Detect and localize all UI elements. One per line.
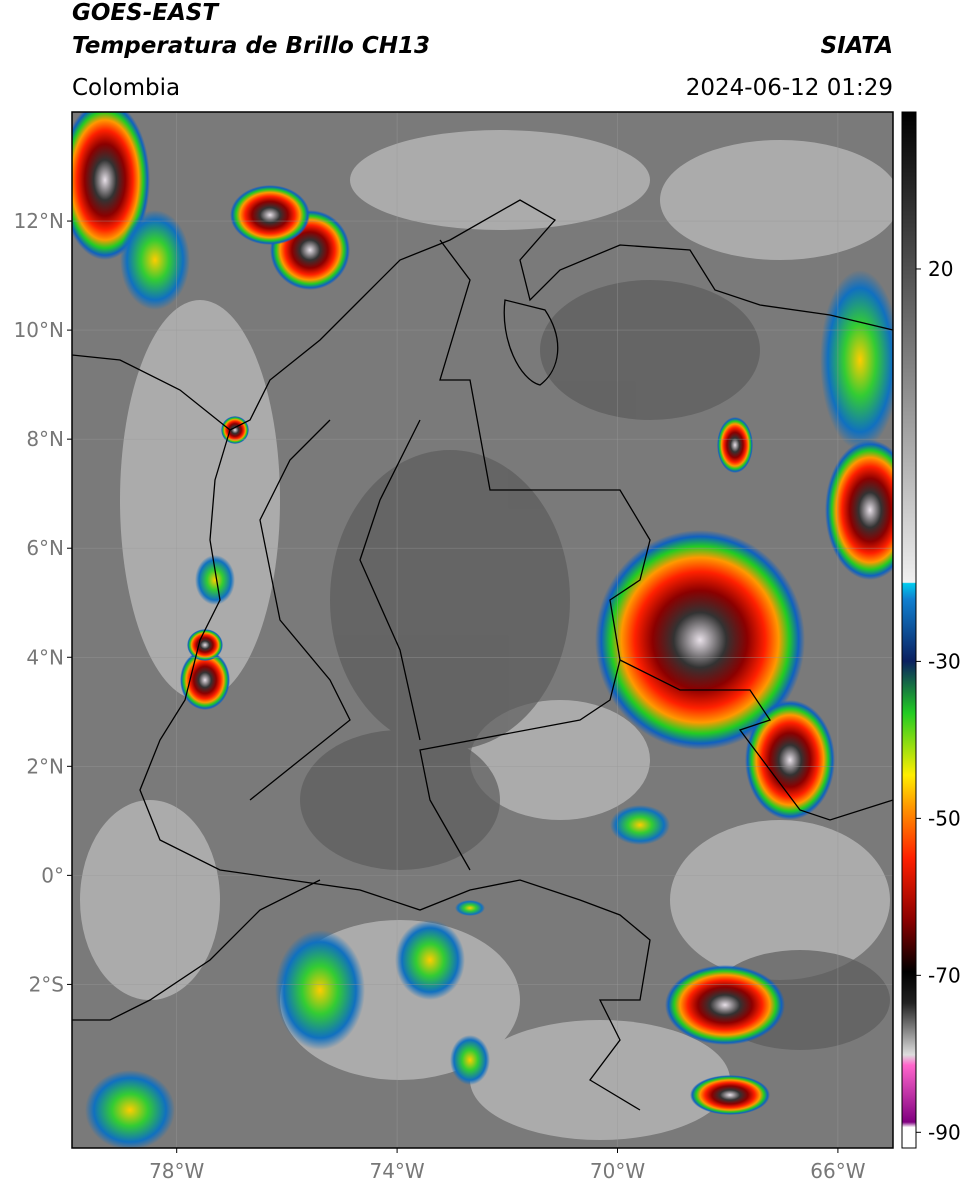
borders bbox=[72, 199, 893, 1111]
source: SIATA bbox=[821, 33, 893, 59]
region: Colombia bbox=[72, 75, 180, 101]
colorbar-tick-label: -50 bbox=[928, 806, 961, 830]
colorbar-tick-label: -70 bbox=[928, 963, 961, 987]
x-tick-label: 70°W bbox=[590, 1159, 645, 1183]
colorbar-ticks: 20 -30 -50 -70 -90 bbox=[916, 257, 961, 1144]
y-tick-label: 2°N bbox=[26, 754, 64, 778]
x-tick-label: 66°W bbox=[810, 1159, 865, 1183]
y-tick-label: 10°N bbox=[14, 318, 64, 342]
y-tick-label: 12°N bbox=[14, 209, 64, 233]
colorbar-tick-label: -90 bbox=[928, 1120, 961, 1144]
colorbar bbox=[901, 111, 917, 1149]
y-tick-label: 6°N bbox=[26, 536, 64, 560]
y-tick-label: 4°N bbox=[26, 645, 64, 669]
title: GOES-EAST bbox=[72, 0, 220, 26]
convective-cells bbox=[72, 112, 893, 1148]
grid bbox=[72, 112, 893, 1148]
map-area bbox=[72, 112, 893, 1148]
y-tick-label: 0° bbox=[41, 863, 64, 887]
colorbar-tick-label: -30 bbox=[928, 649, 961, 673]
colorbar-tick-label: 20 bbox=[928, 257, 953, 281]
subtitle: Temperatura de Brillo CH13 bbox=[72, 33, 430, 59]
y-tick-label: 8°N bbox=[26, 427, 64, 451]
axes: 78°W 74°W 70°W 66°W 12°N 10°N 8°N 6°N 4°N 2°N 0° 2°… bbox=[14, 209, 866, 1183]
map-frame bbox=[71, 111, 894, 1149]
datetime: 2024-06-12 01:29 bbox=[686, 75, 893, 101]
x-tick-label: 74°W bbox=[369, 1159, 424, 1183]
x-tick-label: 78°W bbox=[149, 1159, 204, 1183]
y-tick-label: 2°S bbox=[29, 972, 64, 996]
